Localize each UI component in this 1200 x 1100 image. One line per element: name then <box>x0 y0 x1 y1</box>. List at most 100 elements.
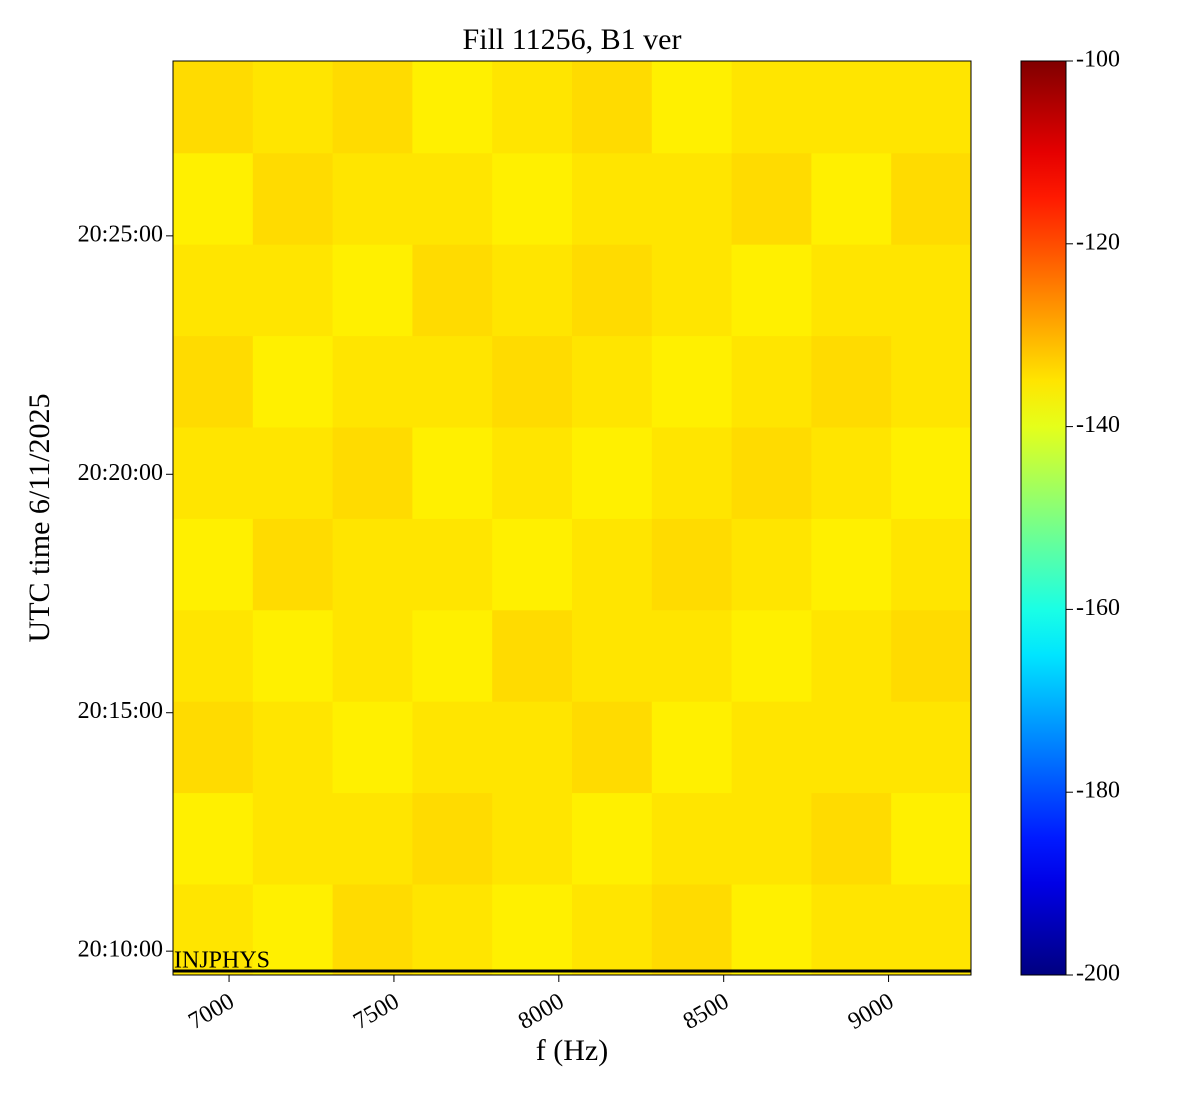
heatmap-cell <box>252 244 334 337</box>
heatmap-cell <box>731 609 812 702</box>
heatmap-cell <box>891 335 971 428</box>
heatmap-cell <box>731 61 812 154</box>
heatmap-cell <box>252 518 334 611</box>
heatmap-cell <box>252 61 334 154</box>
heatmap-cell <box>252 883 334 975</box>
heatmap-cell <box>731 152 812 245</box>
x-tick-label: 7500 <box>349 988 404 1035</box>
heatmap-cell <box>811 244 892 337</box>
heatmap-cell <box>811 701 892 794</box>
heatmap-cell <box>332 518 413 611</box>
heatmap-cell <box>492 701 573 794</box>
heatmap-cell <box>891 792 971 885</box>
colorbar-tick-label: -100 <box>1076 47 1120 73</box>
heatmap-cell <box>412 335 493 428</box>
heatmap-cell <box>412 152 493 245</box>
heatmap-cell <box>891 701 971 794</box>
heatmap-cell <box>412 792 493 885</box>
heatmap-cell <box>572 883 653 975</box>
heatmap-cell <box>651 883 733 975</box>
heatmap-cell <box>891 518 971 611</box>
y-axis-label: UTC time 6/11/2025 <box>23 394 56 643</box>
x-tick-label: 8500 <box>679 988 734 1035</box>
heatmap-cell <box>332 426 413 519</box>
heatmap-cell <box>412 61 493 154</box>
heatmap-cell <box>811 152 892 245</box>
heatmap-cell <box>651 518 733 611</box>
heatmap-cell <box>252 792 334 885</box>
plot-frame <box>172 60 972 976</box>
heatmap-cell <box>492 152 573 245</box>
heatmap-cell <box>891 244 971 337</box>
heatmap-cell <box>412 244 493 337</box>
heatmap-cell <box>811 792 892 885</box>
heatmap-cell <box>252 335 334 428</box>
heatmap-cell <box>651 426 733 519</box>
heatmap-cell <box>412 883 493 975</box>
heatmap-cell <box>651 152 733 245</box>
heatmap-cell <box>572 426 653 519</box>
heatmap-cell <box>731 335 812 428</box>
heatmap-cell <box>891 883 971 975</box>
heatmap-cell <box>811 609 892 702</box>
heatmap-cell <box>572 152 653 245</box>
heatmap-cell <box>173 609 254 702</box>
x-tick-label: 9000 <box>844 988 899 1035</box>
heatmap-cell <box>173 152 254 245</box>
heatmap-cell <box>412 518 493 611</box>
heatmap-cell <box>731 518 812 611</box>
heatmap-cell <box>173 335 254 428</box>
heatmap-cell <box>173 883 254 975</box>
heatmap-cell <box>651 61 733 154</box>
heatmap-cell <box>492 792 573 885</box>
colorbar <box>1020 60 1067 976</box>
x-tick-label: 8000 <box>514 988 569 1035</box>
heatmap-cell <box>651 701 733 794</box>
heatmap-cell <box>572 61 653 154</box>
heatmap-cell <box>492 609 573 702</box>
heatmap-cell <box>572 792 653 885</box>
y-tick-label: 20:10:00 <box>78 937 163 963</box>
heatmap-cell <box>731 792 812 885</box>
heatmap-cell <box>492 244 573 337</box>
heatmap-cell <box>173 701 254 794</box>
heatmap-cell <box>891 152 971 245</box>
heatmap-cell <box>173 244 254 337</box>
heatmap-cell <box>572 518 653 611</box>
heatmap-cell <box>332 609 413 702</box>
heatmap-cell <box>651 335 733 428</box>
heatmap-cell <box>332 335 413 428</box>
heatmap-cell <box>811 61 892 154</box>
colorbar-tick-label: -200 <box>1076 961 1120 987</box>
heatmap-cell <box>412 701 493 794</box>
heatmap-cell <box>173 61 254 154</box>
heatmap-cell <box>412 426 493 519</box>
heatmap-cell <box>492 61 573 154</box>
heatmap-cell <box>252 701 334 794</box>
heatmap-cell <box>651 609 733 702</box>
heatmap-cell <box>332 701 413 794</box>
heatmap-cell <box>651 244 733 337</box>
heatmap-cell <box>492 426 573 519</box>
heatmap-cell <box>572 701 653 794</box>
heatmap-cell <box>811 518 892 611</box>
heatmap-cell <box>332 152 413 245</box>
heatmap-cell <box>173 518 254 611</box>
heatmap-cell <box>731 883 812 975</box>
heatmap-cell <box>252 426 334 519</box>
heatmap-cell <box>731 244 812 337</box>
colorbar-tick-label: -120 <box>1076 229 1120 255</box>
plot-area <box>173 61 971 975</box>
y-tick-label: 20:25:00 <box>78 221 163 247</box>
heatmap-cell <box>492 335 573 428</box>
heatmap-cell <box>572 244 653 337</box>
heatmap-cell <box>572 335 653 428</box>
heatmap-cell <box>173 792 254 885</box>
heatmap-cell <box>651 792 733 885</box>
colorbar-tick-label: -160 <box>1076 595 1120 621</box>
heatmap-cell <box>891 609 971 702</box>
heatmap-cell <box>252 609 334 702</box>
heatmap-cell <box>492 883 573 975</box>
heatmap-cell <box>731 701 812 794</box>
